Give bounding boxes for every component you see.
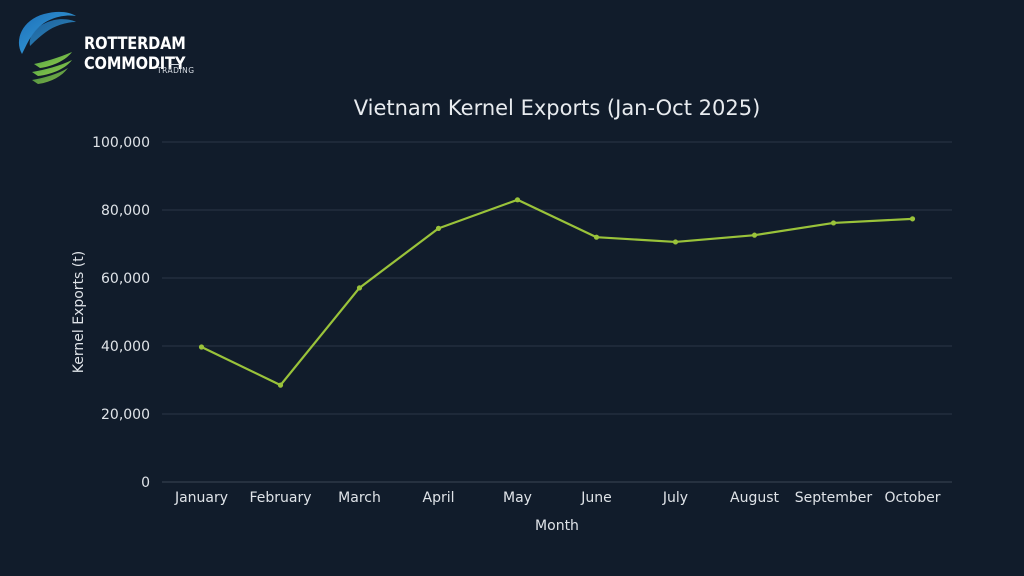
series-line <box>200 198 914 387</box>
x-axis-label: Month <box>535 518 579 534</box>
data-point <box>672 239 679 245</box>
y-tick-label: 40,000 <box>101 339 150 355</box>
y-tick-label: 60,000 <box>101 271 150 287</box>
brand-name: ROTTERDAM COMMODITY <box>84 34 186 74</box>
x-tick-label: January <box>174 490 228 506</box>
x-tick-label: August <box>730 490 780 506</box>
data-point <box>514 197 521 203</box>
x-tick-label: April <box>423 490 455 506</box>
data-point <box>830 220 837 226</box>
brand-divider <box>170 64 180 65</box>
logo-mark-icon <box>18 11 76 84</box>
y-axis-label: Kernel Exports (t) <box>71 251 87 373</box>
x-tick-label: February <box>249 490 311 506</box>
y-axis-ticks: 0 20,000 40,000 60,000 80,000 100,000 <box>92 135 150 491</box>
x-tick-label: September <box>795 490 873 506</box>
data-point <box>751 232 758 238</box>
x-axis-ticks: January February March April May June July Augu… <box>174 490 941 506</box>
y-tick-label: 80,000 <box>101 203 150 219</box>
data-point <box>435 225 442 231</box>
brand-tagline: TRADING <box>157 66 195 75</box>
x-tick-label: March <box>338 490 381 506</box>
grid-lines <box>162 141 952 483</box>
x-tick-label: July <box>662 490 688 506</box>
data-point <box>198 344 205 350</box>
y-tick-label: 100,000 <box>92 135 150 151</box>
chart-title: Vietnam Kernel Exports (Jan-Oct 2025) <box>354 96 761 120</box>
data-point <box>277 382 284 388</box>
x-tick-label: October <box>884 490 940 506</box>
data-point <box>909 216 916 222</box>
y-tick-label: 20,000 <box>101 407 150 423</box>
x-tick-label: June <box>580 490 612 506</box>
y-tick-label: 0 <box>141 475 150 491</box>
data-point <box>356 285 363 291</box>
data-point <box>593 234 600 240</box>
brand-logo: ROTTERDAM COMMODITY TRADING <box>10 6 280 88</box>
x-tick-label: May <box>503 490 532 506</box>
series-group <box>198 197 916 388</box>
